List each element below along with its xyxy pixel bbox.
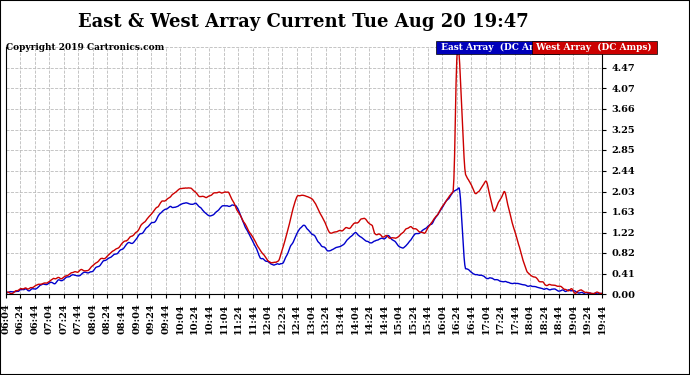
Text: East Array  (DC Amps): East Array (DC Amps) [438, 43, 558, 52]
Text: West Array  (DC Amps): West Array (DC Amps) [533, 43, 655, 52]
Text: East & West Array Current Tue Aug 20 19:47: East & West Array Current Tue Aug 20 19:… [78, 13, 529, 31]
Text: Copyright 2019 Cartronics.com: Copyright 2019 Cartronics.com [6, 43, 164, 52]
